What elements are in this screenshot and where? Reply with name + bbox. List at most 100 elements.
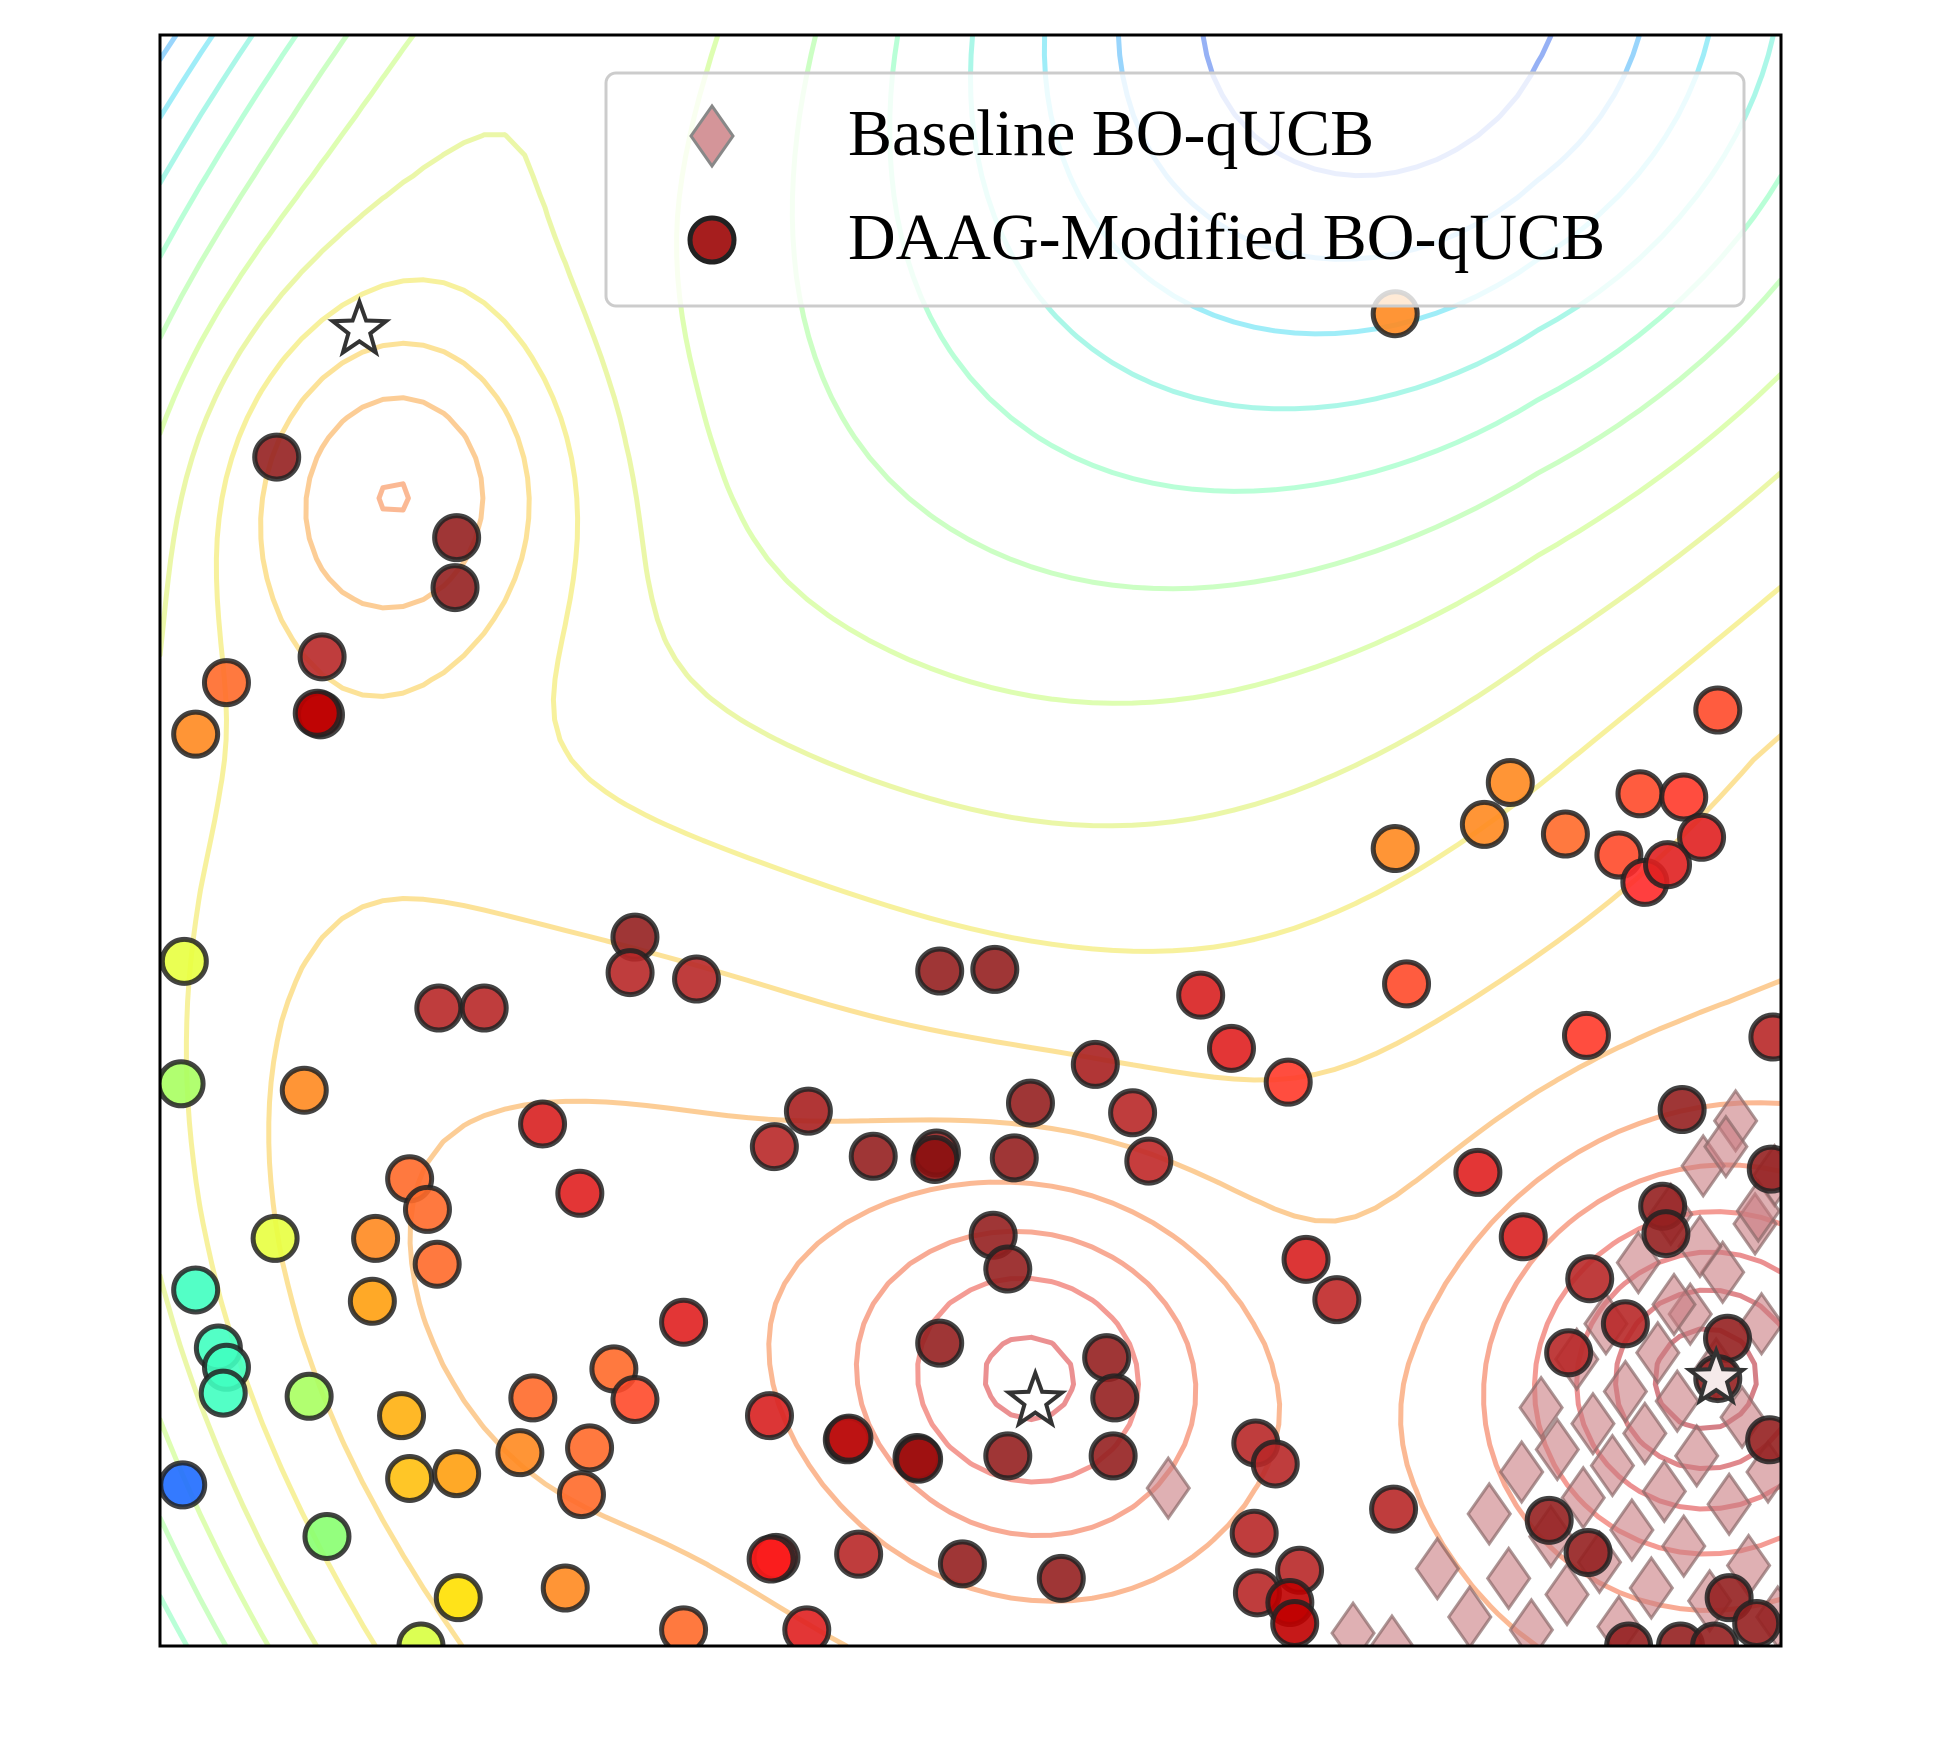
modified-point [1088,1431,1138,1481]
modified-point [556,1470,606,1520]
modified-point [937,1539,987,1589]
modified-point [1544,1328,1594,1378]
baseline-point [1735,1178,1781,1244]
modified-point [302,1511,352,1561]
modified-point [540,1563,590,1613]
modified-point [396,1621,446,1646]
modified-point [252,432,302,482]
optimum-star-icon [1683,1344,1749,1406]
baseline-point [1369,1613,1415,1646]
baseline-point [1706,1471,1752,1537]
modified-point [1745,1415,1781,1465]
modified-points [160,289,1781,1646]
modified-point [659,1605,709,1646]
modified-point [744,1391,794,1441]
modified-point [1604,1621,1654,1646]
modified-point [160,1460,208,1510]
modified-point [910,1134,960,1184]
modified-point [1565,1254,1615,1304]
modified-point [1090,1373,1140,1423]
modified-point [605,948,655,998]
modified-point [351,1213,401,1263]
contour-line [160,35,1781,1646]
modified-point [518,1099,568,1149]
modified-point [385,1453,435,1503]
baseline-point [1654,1368,1701,1434]
modified-point [201,658,251,708]
modified-point [432,513,482,563]
baseline-point [1544,1561,1590,1628]
modified-point [1540,809,1590,859]
modified-point [749,1122,799,1172]
modified-point [1005,1078,1055,1128]
modified-point [377,1391,427,1441]
modified-point [1229,1508,1279,1558]
modified-point [459,983,509,1033]
baseline-point [1703,1113,1749,1180]
modified-point [1641,1209,1691,1259]
modified-point [508,1373,558,1423]
modified-point [297,632,347,682]
baseline-point [1634,1320,1681,1386]
modified-point [1524,1495,1574,1545]
modified-point [672,954,722,1004]
baseline-point [1498,1439,1545,1505]
modified-point [495,1428,545,1478]
modified-point [1748,1012,1781,1062]
modified-point [292,688,342,738]
modified-point [1459,799,1509,849]
modified-point [402,1184,452,1234]
baseline-point [1414,1536,1461,1602]
modified-point [1263,1057,1313,1107]
modified-point [160,936,209,986]
modified-point [414,983,464,1033]
modified-point [1643,840,1693,890]
modified-point [198,1368,248,1418]
modified-point [347,1276,397,1326]
modified-point [1281,1234,1331,1284]
modified-point [1732,1598,1781,1646]
modified-point [1703,1313,1753,1363]
baseline-point [1651,1271,1697,1338]
baseline-point [1446,1584,1493,1646]
baseline-point [1609,1497,1655,1563]
modified-point [1453,1147,1503,1197]
modified-point [284,1371,334,1421]
baseline-point [1738,1291,1781,1357]
modified-point [412,1239,462,1289]
modified-point [565,1423,615,1473]
modified-point [1677,812,1727,862]
contour-line [160,132,1781,1646]
modified-point [1108,1088,1158,1138]
modified-point [1250,1439,1300,1489]
modified-point [1563,1528,1613,1578]
modified-point [1498,1212,1548,1262]
baseline-point [1560,1465,1607,1531]
modified-point [1659,772,1709,822]
modified-point [1206,1023,1256,1073]
modified-point [1270,1598,1320,1646]
modified-point [1615,769,1665,819]
modified-point [1693,685,1743,735]
modified-point [432,1449,482,1499]
modified-point [834,1529,884,1579]
modified-point [1124,1136,1174,1186]
baseline-point [1570,1391,1616,1457]
modified-point [824,1413,874,1463]
baseline-point [1518,1374,1564,1441]
modified-point [433,1573,483,1623]
baseline-point [1508,1597,1555,1646]
modified-point [970,944,1020,994]
legend-label-baseline: Baseline BO-qUCB [848,97,1374,170]
modified-point [1370,824,1420,874]
modified-point [1036,1553,1086,1603]
modified-point [250,1213,300,1263]
legend: Baseline BO-qUCB DAAG-Modified BO-qUCB [604,71,1746,308]
modified-point [430,563,480,613]
modified-point [555,1168,605,1218]
modified-point [1176,970,1226,1020]
modified-point [171,709,221,759]
modified-point [1561,1010,1611,1060]
modified-point [1600,1299,1650,1349]
